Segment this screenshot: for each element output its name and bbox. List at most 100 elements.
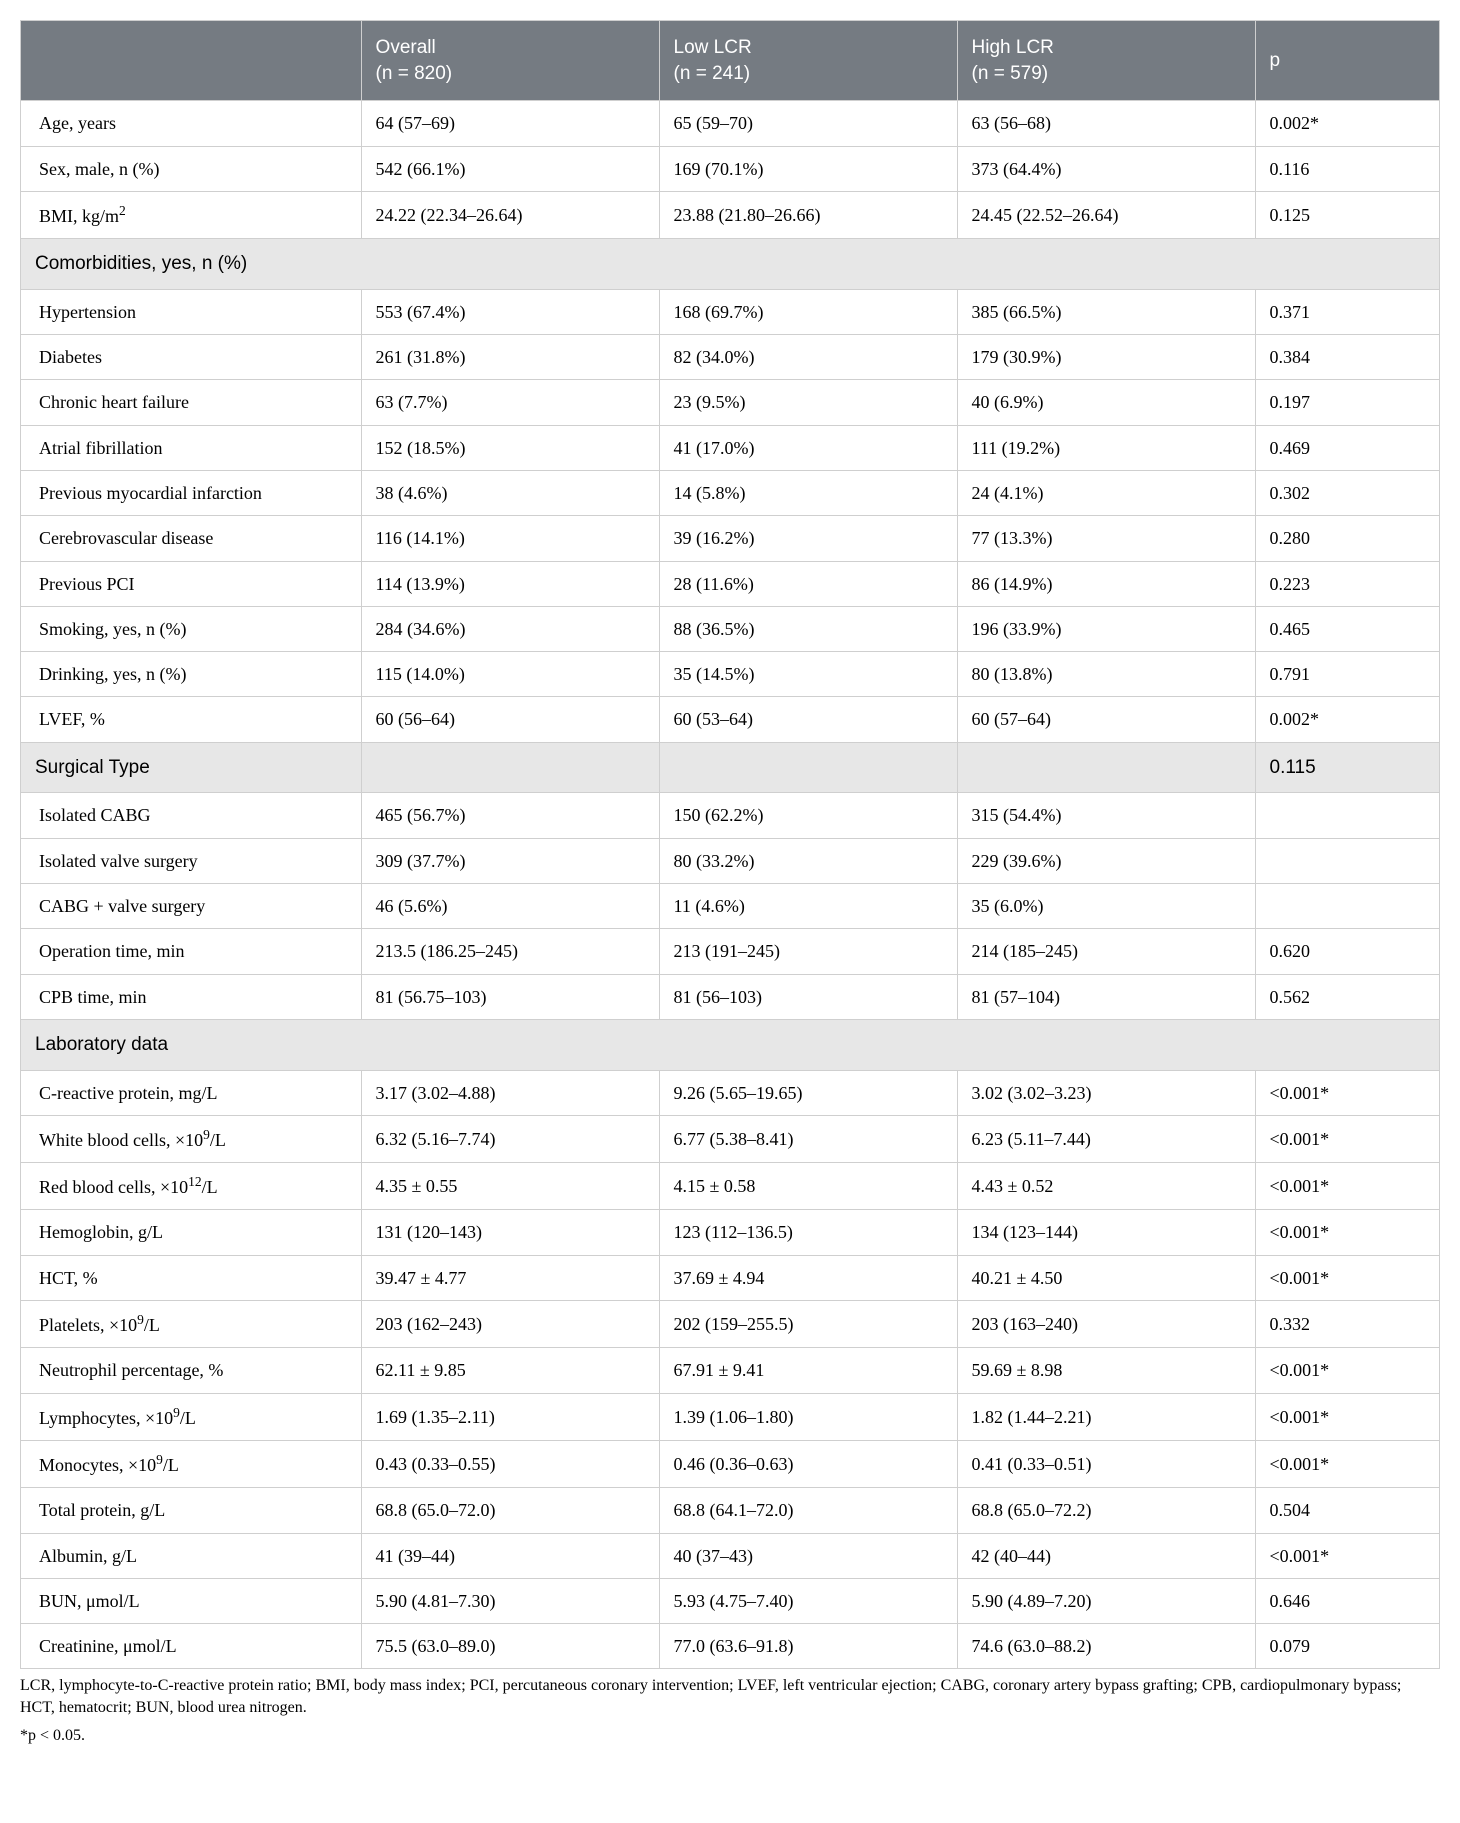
- section-cell: 0.115: [1255, 742, 1440, 793]
- section-title: Comorbidities, yes, n (%): [21, 239, 1440, 290]
- p-value: 0.646: [1255, 1578, 1440, 1623]
- value-cell: 5.90 (4.81–7.30): [361, 1578, 659, 1623]
- value-cell: 35 (14.5%): [659, 652, 957, 697]
- row-label: Age, years: [21, 101, 362, 146]
- value-cell: 1.82 (1.44–2.21): [957, 1393, 1255, 1440]
- value-cell: 4.35 ± 0.55: [361, 1163, 659, 1210]
- value-cell: 63 (56–68): [957, 101, 1255, 146]
- value-cell: 40 (37–43): [659, 1533, 957, 1578]
- value-cell: 213 (191–245): [659, 929, 957, 974]
- value-cell: 213.5 (186.25–245): [361, 929, 659, 974]
- table-row: HCT, %39.47 ± 4.7737.69 ± 4.9440.21 ± 4.…: [21, 1255, 1440, 1300]
- value-cell: 0.43 (0.33–0.55): [361, 1440, 659, 1487]
- row-label: Previous PCI: [21, 561, 362, 606]
- value-cell: 0.46 (0.36–0.63): [659, 1440, 957, 1487]
- value-cell: 75.5 (63.0–89.0): [361, 1624, 659, 1669]
- p-value: 0.002*: [1255, 101, 1440, 146]
- value-cell: 131 (120–143): [361, 1210, 659, 1255]
- value-cell: 3.02 (3.02–3.23): [957, 1070, 1255, 1115]
- value-cell: 23 (9.5%): [659, 380, 957, 425]
- p-value: 0.197: [1255, 380, 1440, 425]
- value-cell: 77 (13.3%): [957, 516, 1255, 561]
- value-cell: 40 (6.9%): [957, 380, 1255, 425]
- p-value: 0.125: [1255, 191, 1440, 238]
- value-cell: 1.39 (1.06–1.80): [659, 1393, 957, 1440]
- p-value: <0.001*: [1255, 1210, 1440, 1255]
- row-label: CABG + valve surgery: [21, 884, 362, 929]
- value-cell: 196 (33.9%): [957, 606, 1255, 651]
- row-label: White blood cells, ×109/L: [21, 1115, 362, 1162]
- header-overall: Overall (n = 820): [361, 21, 659, 101]
- table-row: Sex, male, n (%)542 (66.1%)169 (70.1%)37…: [21, 146, 1440, 191]
- section-row: Comorbidities, yes, n (%): [21, 239, 1440, 290]
- row-label: Albumin, g/L: [21, 1533, 362, 1578]
- value-cell: 203 (162–243): [361, 1301, 659, 1348]
- table-row: BUN, μmol/L5.90 (4.81–7.30)5.93 (4.75–7.…: [21, 1578, 1440, 1623]
- value-cell: 134 (123–144): [957, 1210, 1255, 1255]
- section-title: Surgical Type: [21, 742, 362, 793]
- row-label: Isolated valve surgery: [21, 838, 362, 883]
- table-row: Red blood cells, ×1012/L4.35 ± 0.554.15 …: [21, 1163, 1440, 1210]
- value-cell: 202 (159–255.5): [659, 1301, 957, 1348]
- row-label: Monocytes, ×109/L: [21, 1440, 362, 1487]
- value-cell: 68.8 (64.1–72.0): [659, 1488, 957, 1533]
- row-label: Neutrophil percentage, %: [21, 1348, 362, 1393]
- header-low-lcr-l2: (n = 241): [674, 61, 943, 87]
- table-row: Operation time, min213.5 (186.25–245)213…: [21, 929, 1440, 974]
- p-value: <0.001*: [1255, 1533, 1440, 1578]
- row-label: Hemoglobin, g/L: [21, 1210, 362, 1255]
- p-value: 0.465: [1255, 606, 1440, 651]
- value-cell: 309 (37.7%): [361, 838, 659, 883]
- table-row: Previous PCI114 (13.9%)28 (11.6%)86 (14.…: [21, 561, 1440, 606]
- table-row: Atrial fibrillation152 (18.5%)41 (17.0%)…: [21, 425, 1440, 470]
- value-cell: 4.43 ± 0.52: [957, 1163, 1255, 1210]
- p-value: <0.001*: [1255, 1348, 1440, 1393]
- table-row: Hemoglobin, g/L131 (120–143)123 (112–136…: [21, 1210, 1440, 1255]
- value-cell: 5.90 (4.89–7.20): [957, 1578, 1255, 1623]
- value-cell: 64 (57–69): [361, 101, 659, 146]
- p-value: 0.280: [1255, 516, 1440, 561]
- section-cell: [659, 742, 957, 793]
- row-label: Cerebrovascular disease: [21, 516, 362, 561]
- value-cell: 82 (34.0%): [659, 335, 957, 380]
- header-high-lcr-l2: (n = 579): [972, 61, 1241, 87]
- table-row: Cerebrovascular disease116 (14.1%)39 (16…: [21, 516, 1440, 561]
- row-label: Total protein, g/L: [21, 1488, 362, 1533]
- row-label: Diabetes: [21, 335, 362, 380]
- value-cell: 229 (39.6%): [957, 838, 1255, 883]
- row-label: Lymphocytes, ×109/L: [21, 1393, 362, 1440]
- value-cell: 6.23 (5.11–7.44): [957, 1115, 1255, 1162]
- p-value: 0.469: [1255, 425, 1440, 470]
- value-cell: 41 (39–44): [361, 1533, 659, 1578]
- value-cell: 74.6 (63.0–88.2): [957, 1624, 1255, 1669]
- value-cell: 0.41 (0.33–0.51): [957, 1440, 1255, 1487]
- value-cell: 24.45 (22.52–26.64): [957, 191, 1255, 238]
- value-cell: 63 (7.7%): [361, 380, 659, 425]
- value-cell: 373 (64.4%): [957, 146, 1255, 191]
- value-cell: 214 (185–245): [957, 929, 1255, 974]
- table-body: Age, years64 (57–69)65 (59–70)63 (56–68)…: [21, 101, 1440, 1669]
- value-cell: 385 (66.5%): [957, 289, 1255, 334]
- table-row: C-reactive protein, mg/L3.17 (3.02–4.88)…: [21, 1070, 1440, 1115]
- p-value: [1255, 884, 1440, 929]
- value-cell: 35 (6.0%): [957, 884, 1255, 929]
- baseline-characteristics-table: Overall (n = 820) Low LCR (n = 241) High…: [20, 20, 1440, 1669]
- header-low-lcr-l1: Low LCR: [674, 35, 943, 61]
- value-cell: 115 (14.0%): [361, 652, 659, 697]
- p-value: <0.001*: [1255, 1115, 1440, 1162]
- p-value: <0.001*: [1255, 1255, 1440, 1300]
- table-row: Total protein, g/L68.8 (65.0–72.0)68.8 (…: [21, 1488, 1440, 1533]
- value-cell: 81 (56–103): [659, 974, 957, 1019]
- value-cell: 86 (14.9%): [957, 561, 1255, 606]
- table-row: Previous myocardial infarction38 (4.6%)1…: [21, 471, 1440, 516]
- p-value: 0.302: [1255, 471, 1440, 516]
- table-row: Isolated CABG465 (56.7%)150 (62.2%)315 (…: [21, 793, 1440, 838]
- section-row: Surgical Type 0.115: [21, 742, 1440, 793]
- value-cell: 46 (5.6%): [361, 884, 659, 929]
- value-cell: 60 (57–64): [957, 697, 1255, 742]
- table-row: Platelets, ×109/L203 (162–243)202 (159–2…: [21, 1301, 1440, 1348]
- value-cell: 77.0 (63.6–91.8): [659, 1624, 957, 1669]
- table-row: BMI, kg/m224.22 (22.34–26.64)23.88 (21.8…: [21, 191, 1440, 238]
- footnote-abbreviations: LCR, lymphocyte-to-C-reactive protein ra…: [20, 1675, 1440, 1718]
- table-row: Smoking, yes, n (%)284 (34.6%)88 (36.5%)…: [21, 606, 1440, 651]
